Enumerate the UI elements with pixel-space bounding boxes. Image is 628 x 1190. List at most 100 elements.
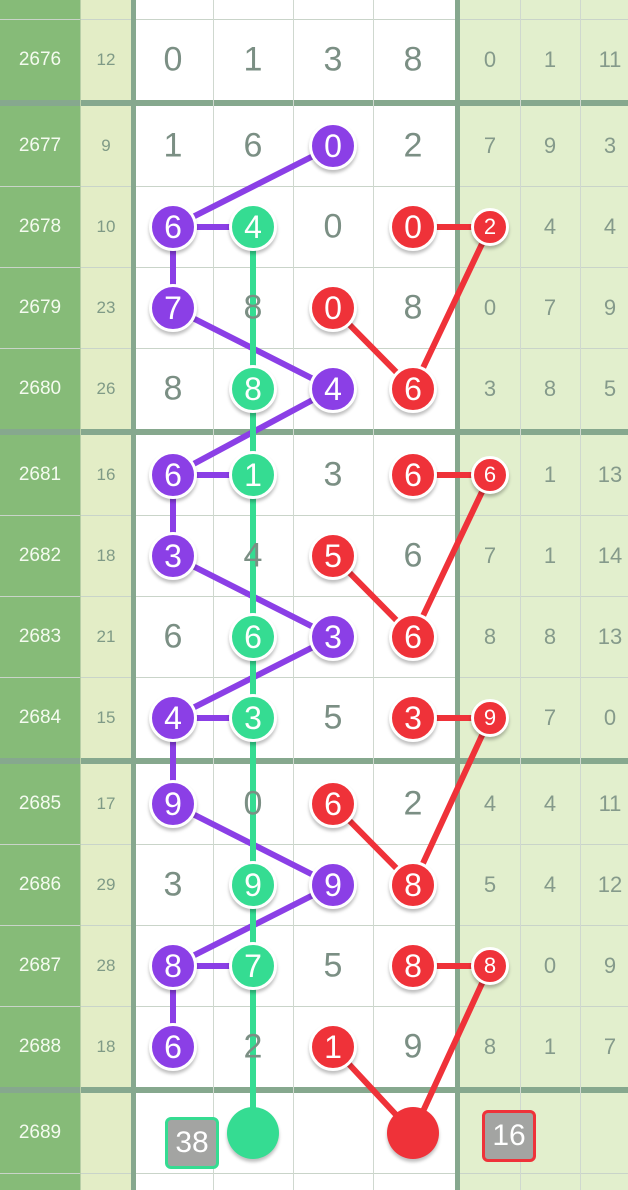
purple-number-ball: 3 [149, 532, 197, 580]
tail-digit: 7 [483, 133, 497, 158]
tail-digit: 7 [543, 705, 557, 730]
green-number-ball: 7 [229, 942, 277, 990]
number-digit: 2 [403, 126, 423, 165]
red-trend-line [330, 472, 495, 643]
number-digit: 1 [163, 126, 183, 165]
tail-digit: 8 [483, 1034, 497, 1059]
period-label: 2688 [18, 1036, 62, 1057]
number-digit: 8 [403, 40, 423, 79]
purple-number-ball: 3 [309, 613, 357, 661]
sum-value: 28 [96, 956, 116, 975]
red-number-ball: 6 [309, 780, 357, 828]
green-prediction-dot[interactable] [227, 1107, 279, 1159]
tail-digit: 12 [597, 872, 623, 897]
period-label: 2685 [18, 793, 62, 814]
red-number-ball: 8 [389, 861, 437, 909]
tail-digit: 4 [603, 214, 617, 239]
sum-value: 26 [96, 379, 116, 398]
tail-digit: 4 [543, 791, 557, 816]
group-divider [0, 758, 628, 764]
purple-number-ball: 7 [149, 284, 197, 332]
purple-number-ball: 6 [149, 451, 197, 499]
number-digit: 3 [163, 865, 183, 904]
tail-digit: 1 [543, 462, 557, 487]
group-divider [0, 1087, 628, 1093]
number-digit: 9 [403, 1027, 423, 1066]
number-digit: 0 [243, 784, 263, 823]
red-tail-ball: 9 [471, 699, 509, 737]
period-label: 2687 [18, 955, 62, 976]
column-divider [293, 0, 294, 1190]
purple-number-ball: 9 [309, 861, 357, 909]
period-label: 2677 [18, 135, 62, 156]
tail-digit: 4 [543, 214, 557, 239]
row-divider [0, 844, 628, 845]
sum-value: 23 [96, 298, 116, 317]
tail-digit: 4 [543, 872, 557, 897]
period-column-bg [0, 0, 80, 1190]
section-divider [455, 0, 460, 1190]
red-trend-line [330, 715, 495, 891]
red-tail-ball: 8 [471, 947, 509, 985]
tail-digit: 14 [597, 543, 623, 568]
red-number-ball: 6 [389, 613, 437, 661]
number-digit: 1 [243, 40, 263, 79]
tail-digit: 8 [543, 624, 557, 649]
tail-digit: 9 [543, 133, 557, 158]
period-label: 2680 [18, 378, 62, 399]
number-digit: 3 [323, 455, 343, 494]
group-divider [0, 100, 628, 106]
row-divider [0, 267, 628, 268]
number-digit: 8 [403, 288, 423, 327]
tail-digit: 13 [597, 462, 623, 487]
purple-number-ball: 6 [149, 1023, 197, 1071]
tail-digit: 3 [483, 376, 497, 401]
tail-digit: 7 [603, 1034, 617, 1059]
row-divider [0, 925, 628, 926]
group-divider [0, 429, 628, 435]
green-number-ball: 4 [229, 203, 277, 251]
red-prediction-dot[interactable] [387, 1107, 439, 1159]
prediction-box-left[interactable]: 38 [165, 1117, 219, 1169]
sum-value: 15 [96, 708, 116, 727]
green-number-ball: 6 [229, 613, 277, 661]
prediction-box-right[interactable]: 16 [482, 1110, 536, 1162]
period-label: 2683 [18, 626, 62, 647]
period-label: 2681 [18, 464, 62, 485]
red-number-ball: 1 [309, 1023, 357, 1071]
green-number-ball: 1 [229, 451, 277, 499]
row-divider [0, 1173, 628, 1174]
purple-number-ball: 4 [309, 365, 357, 413]
sum-value: 16 [96, 465, 116, 484]
purple-number-ball: 0 [309, 122, 357, 170]
red-trend-line [330, 224, 495, 395]
period-label: 2689 [18, 1122, 62, 1143]
sum-value: 12 [96, 50, 116, 69]
red-number-ball: 6 [389, 365, 437, 413]
column-divider [213, 0, 214, 1190]
tail-digit: 11 [598, 791, 622, 816]
green-number-ball: 8 [229, 365, 277, 413]
purple-number-ball: 4 [149, 694, 197, 742]
row-divider [0, 186, 628, 187]
sum-value: 10 [96, 217, 116, 236]
number-digit: 5 [323, 698, 343, 737]
number-digit: 2 [403, 784, 423, 823]
period-label: 2686 [18, 874, 62, 895]
sum-value: 9 [101, 136, 111, 155]
number-digit: 6 [243, 126, 263, 165]
tail-digit: 5 [483, 872, 497, 897]
purple-number-ball: 6 [149, 203, 197, 251]
tail-digit: 9 [603, 953, 617, 978]
tail-digit: 7 [543, 295, 557, 320]
number-digit: 5 [323, 946, 343, 985]
row-divider [0, 348, 628, 349]
tail-digit: 3 [603, 133, 617, 158]
red-number-ball: 5 [309, 532, 357, 580]
column-divider [80, 0, 81, 1190]
tail-digit: 0 [483, 47, 497, 72]
purple-number-ball: 9 [149, 780, 197, 828]
number-digit: 6 [403, 536, 423, 575]
